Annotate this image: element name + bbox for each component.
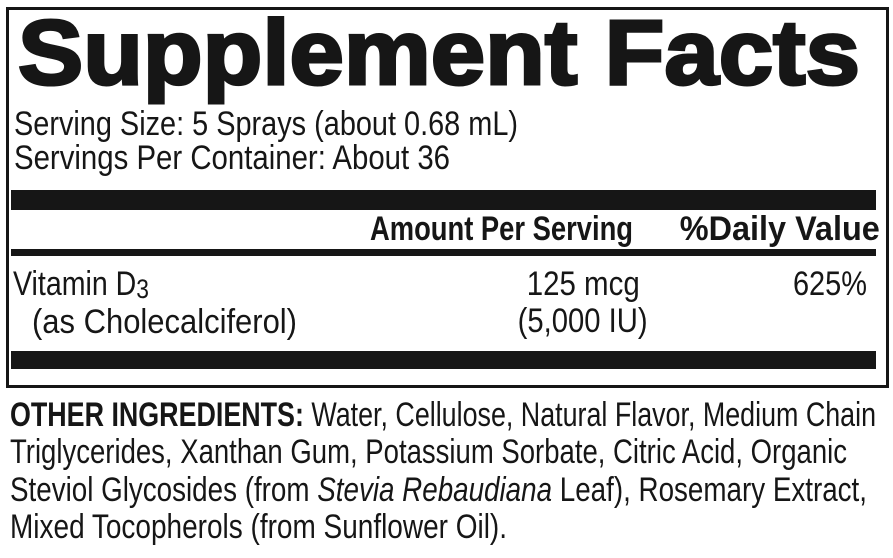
other-ingredients-line: Triglycerides, Xanthan Gum, Potassium So… — [10, 433, 847, 472]
nutrient-name-line: Vitamin D3 — [9, 266, 886, 304]
divider-thick-bottom — [11, 351, 876, 369]
other-ingredients-section: OTHER INGREDIENTS: Water, Cellulose, Nat… — [10, 396, 890, 547]
nutrient-name: Vitamin D3 — [13, 266, 149, 304]
table-row-vitamin-d3: Vitamin D3 (as Cholecalciferol) 125 mcg … — [9, 256, 886, 341]
divider-medium — [11, 249, 876, 256]
nutrient-daily-value: 625% — [793, 265, 867, 303]
nutrient-source-text: (as Cholecalciferol) — [32, 303, 297, 341]
nutrient-amount-iu: (5,000 IU) — [518, 302, 648, 340]
panel-title: Supplement Facts — [17, 1, 862, 106]
serving-info: Serving Size: 5 Sprays (about 0.68 mL) S… — [14, 107, 886, 175]
nutrient-amount-line: 125 mcg — [453, 266, 713, 303]
serving-size-text: Serving Size: 5 Sprays (about 0.68 mL) — [14, 105, 518, 143]
nutrient-amount-cell: 125 mcg (5,000 IU) — [453, 266, 713, 340]
table-header-row: Amount Per Serving %Daily Value — [9, 210, 886, 249]
other-ingredients-line: Mixed Tocopherols (from Sunflower Oil). — [10, 508, 507, 547]
divider-thick-top — [11, 190, 876, 210]
column-header-daily-value: %Daily Value — [680, 210, 880, 248]
serving-size-line: Serving Size: 5 Sprays (about 0.68 mL) — [14, 107, 886, 141]
nutrient-amount-iu-line: (5,000 IU) — [453, 303, 713, 340]
other-ingredients-line: Steviol Glycosides (from Stevia Rebaudia… — [10, 470, 867, 509]
nutrient-source-line: (as Cholecalciferol) — [9, 304, 886, 341]
nutrient-name-subscript: 3 — [136, 272, 149, 304]
panel-title-text: Supplement Facts — [18, 2, 860, 104]
supplement-facts-panel: Supplement Facts Serving Size: 5 Sprays … — [6, 1, 889, 388]
column-header-amount-per-serving: Amount Per Serving — [370, 210, 633, 248]
servings-per-container-text: Servings Per Container: About 36 — [14, 139, 450, 177]
servings-per-container-line: Servings Per Container: About 36 — [14, 141, 886, 175]
nutrient-name-main: Vitamin D — [13, 265, 137, 303]
nutrient-amount: 125 mcg — [526, 265, 640, 303]
other-ingredients-line: OTHER INGREDIENTS: Water, Cellulose, Nat… — [10, 396, 876, 434]
